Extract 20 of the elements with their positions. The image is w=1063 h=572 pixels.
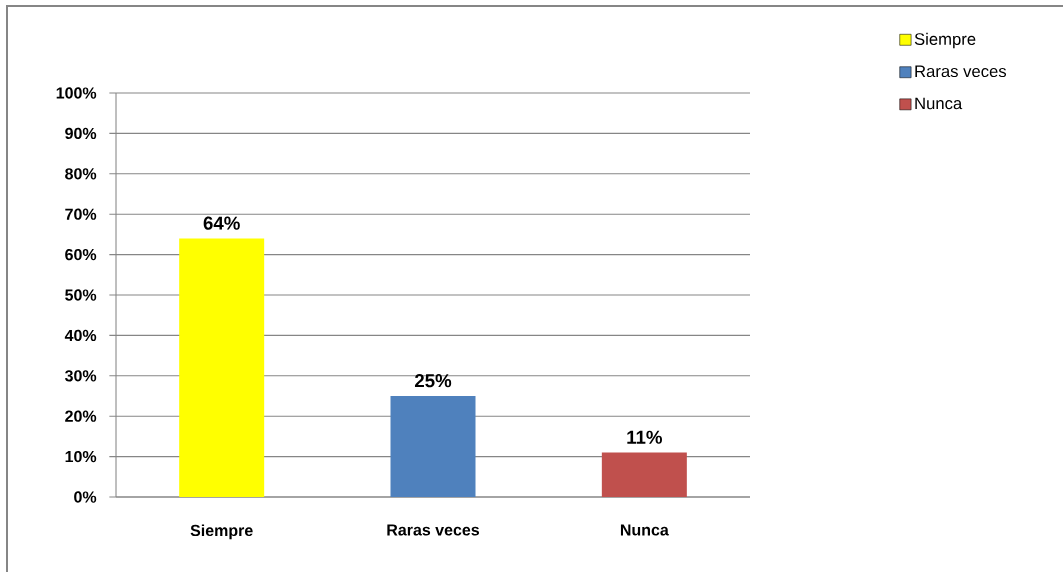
y-tick-label: 10% bbox=[65, 450, 97, 463]
y-tick-label: 20% bbox=[65, 410, 97, 422]
y-tick-label: 60% bbox=[65, 248, 97, 261]
legend-label: Nunca bbox=[915, 97, 963, 110]
x-tick-label: Nunca bbox=[620, 524, 669, 536]
data-label: 11% bbox=[627, 430, 663, 444]
legend-label: Siempre bbox=[914, 32, 976, 49]
y-tick-label: 40% bbox=[64, 329, 97, 342]
y-tick-label: 50% bbox=[65, 289, 97, 301]
y-tick-label: 100% bbox=[56, 87, 97, 99]
y-tick-label: 30% bbox=[64, 370, 97, 382]
x-tick-label: Raras veces bbox=[387, 524, 480, 536]
y-tick-label: 80% bbox=[65, 168, 97, 180]
x-tick-label: Siempre bbox=[190, 524, 253, 540]
y-tick-label: 90% bbox=[65, 127, 97, 140]
y-tick-label: 0% bbox=[74, 491, 97, 503]
legend-label: Raras veces bbox=[915, 65, 1007, 78]
data-label: 25% bbox=[414, 374, 452, 388]
y-tick-label: 70% bbox=[65, 208, 97, 220]
data-label: 64% bbox=[203, 216, 240, 230]
